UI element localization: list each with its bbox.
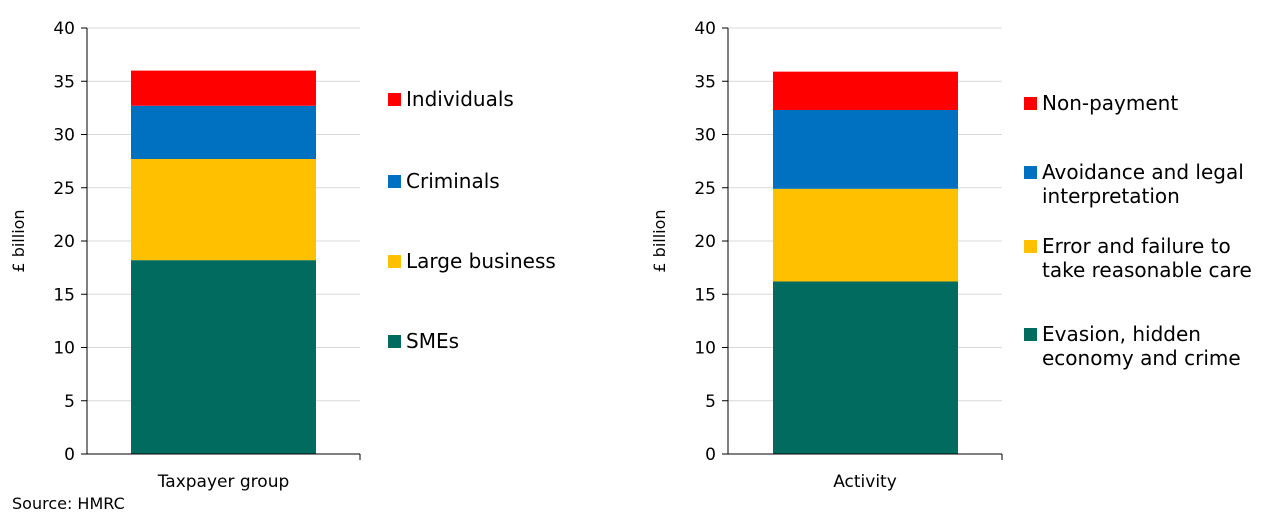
legend-swatch-1-0 [1024, 328, 1037, 341]
bar-segment-0-2 [131, 105, 316, 159]
legend-label-1-3: Non-payment [1042, 91, 1178, 115]
bar-segment-0-3 [131, 70, 316, 106]
bar-segment-1-1 [773, 188, 958, 282]
y-axis-label-1: £ billion [650, 209, 669, 272]
y-tick-label-1-20: 20 [694, 232, 716, 252]
y-tick-label-1-25: 25 [694, 179, 716, 199]
legend-swatch-1-1 [1024, 240, 1037, 253]
legend-label-0-3: Individuals [406, 87, 514, 111]
y-tick-label-0-10: 10 [53, 339, 75, 359]
bar-segment-1-2 [773, 110, 958, 189]
legend-label-1-0-line1: economy and crime [1042, 346, 1241, 370]
legend-swatch-0-0 [388, 335, 401, 348]
y-tick-label-0-25: 25 [53, 179, 75, 199]
y-tick-label-0-20: 20 [53, 232, 75, 252]
legend-label-1-2-line1: interpretation [1042, 184, 1180, 208]
y-tick-label-0-35: 35 [53, 72, 75, 92]
y-axis-label-0: £ billion [9, 209, 28, 272]
legend-swatch-0-2 [388, 175, 401, 188]
legend-label-1-0-line0: Evasion, hidden [1042, 322, 1201, 346]
y-tick-label-1-40: 40 [694, 19, 716, 39]
legend-label-1-2-line0: Avoidance and legal [1042, 160, 1244, 184]
y-tick-label-1-5: 5 [705, 392, 716, 412]
legend-label-1-1-line1: take reasonable care [1042, 258, 1252, 282]
y-tick-label-1-30: 30 [694, 126, 716, 146]
legend-swatch-0-3 [388, 93, 401, 106]
y-tick-label-0-5: 5 [64, 392, 75, 412]
legend-swatch-0-1 [388, 255, 401, 268]
y-tick-label-0-15: 15 [53, 285, 75, 305]
bar-segment-0-0 [131, 260, 316, 454]
y-tick-label-0-40: 40 [53, 19, 75, 39]
y-tick-label-0-30: 30 [53, 126, 75, 146]
y-tick-label-1-0: 0 [705, 445, 716, 465]
bar-segment-0-1 [131, 158, 316, 261]
y-tick-label-1-15: 15 [694, 285, 716, 305]
x-category-label-1: Activity [833, 472, 897, 492]
legend-label-0-1: Large business [406, 249, 556, 273]
y-tick-label-1-10: 10 [694, 339, 716, 359]
source-note: Source: HMRC [12, 494, 125, 513]
y-tick-label-0-0: 0 [64, 445, 75, 465]
legend-label-1-1-line0: Error and failure to [1042, 234, 1231, 258]
x-category-label-0: Taxpayer group [157, 472, 290, 492]
legend-label-0-0: SMEs [406, 329, 459, 353]
y-tick-label-1-35: 35 [694, 72, 716, 92]
legend-swatch-1-2 [1024, 166, 1037, 179]
legend-label-0-2: Criminals [406, 169, 500, 193]
bar-segment-1-3 [773, 71, 958, 111]
bar-segment-1-0 [773, 281, 958, 454]
legend-swatch-1-3 [1024, 97, 1037, 110]
